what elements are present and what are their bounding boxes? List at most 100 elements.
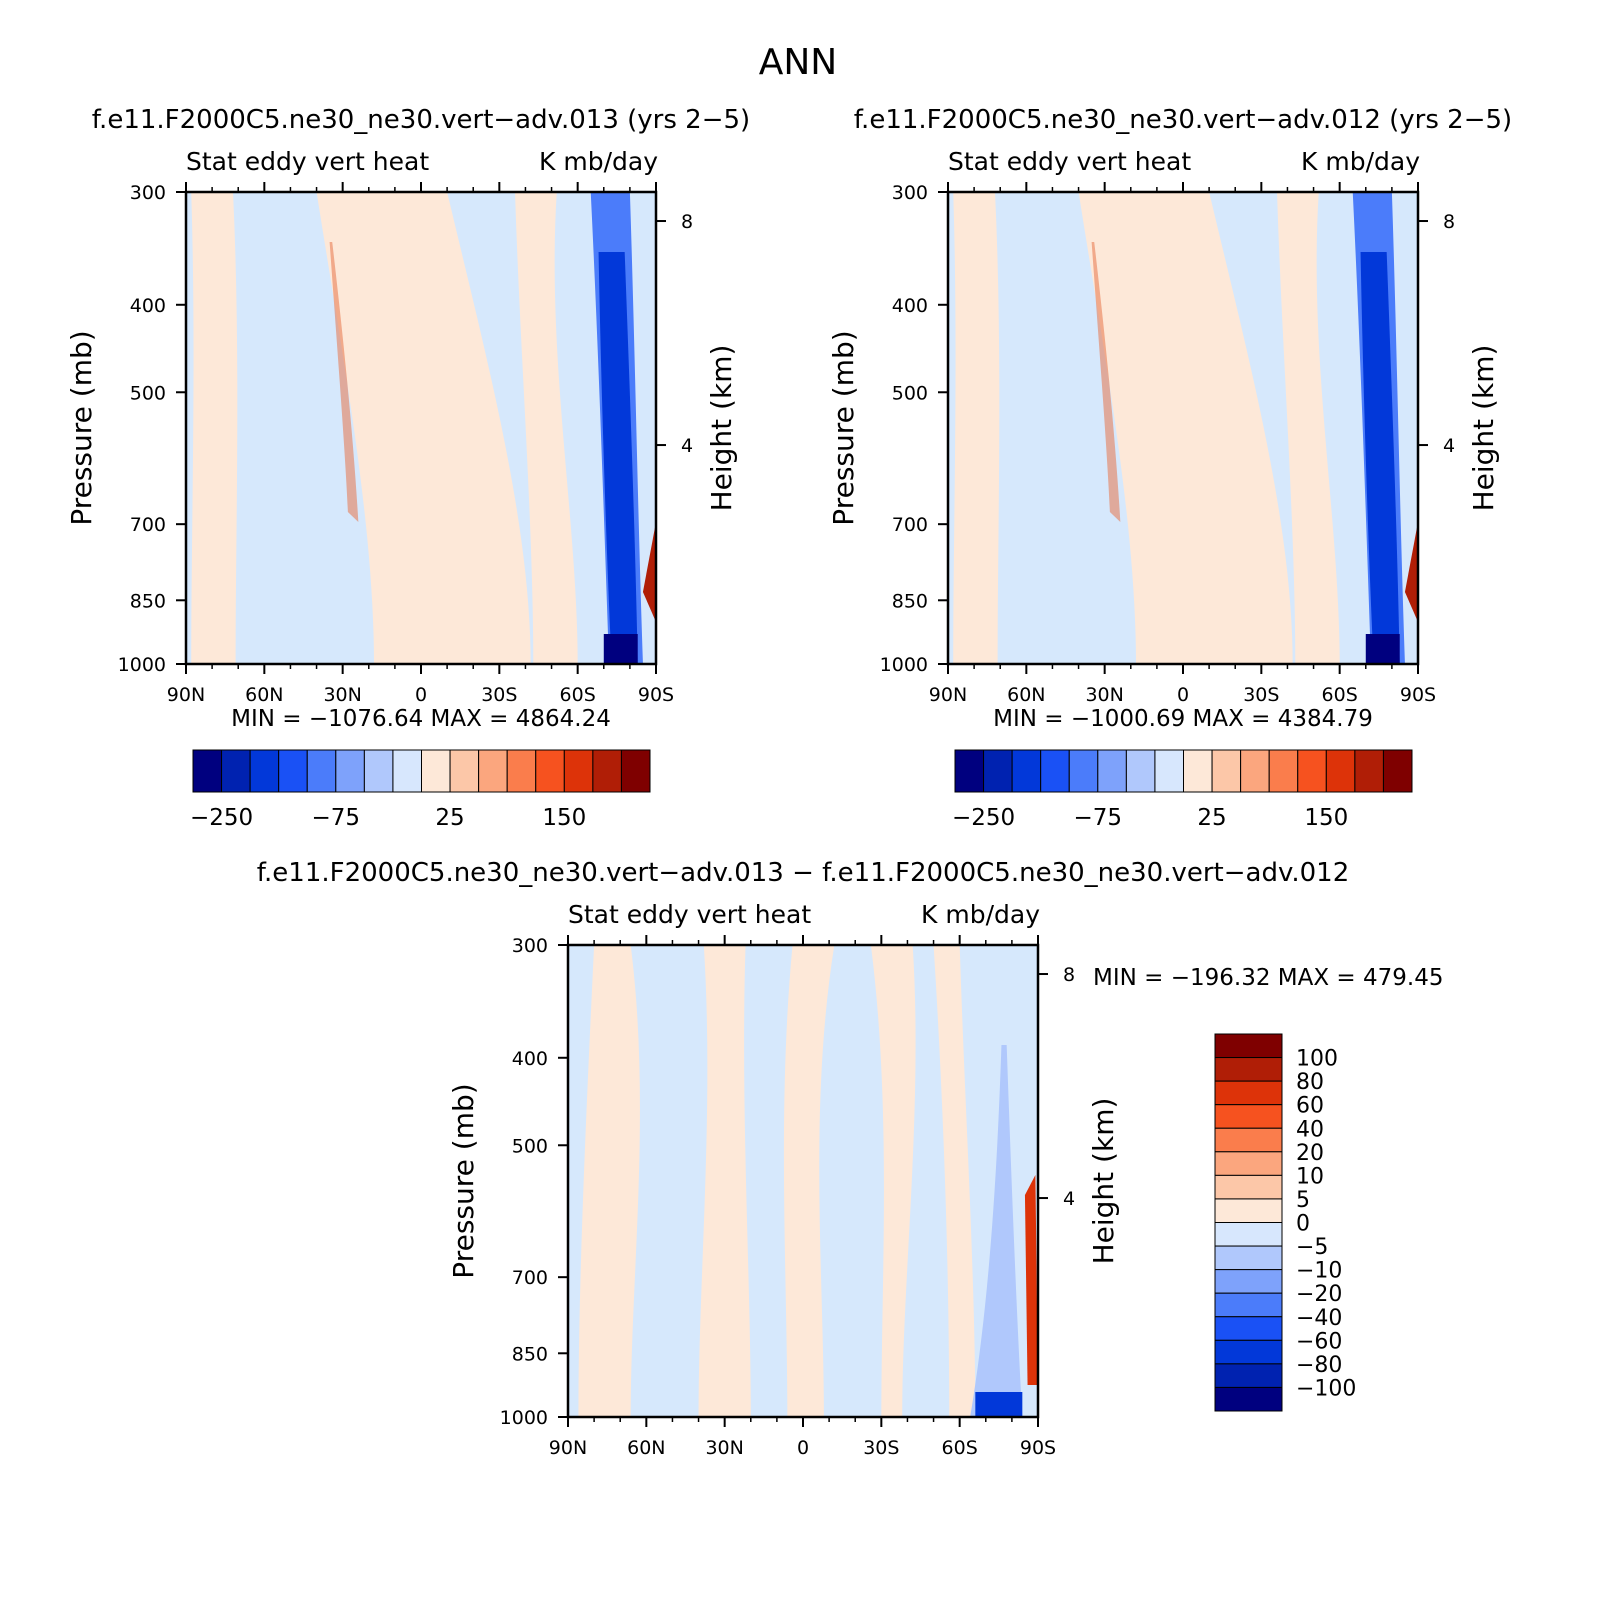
colorbar-label: 25 — [435, 805, 464, 831]
y-tick-label: 500 — [512, 1135, 548, 1157]
y-axis-label: Pressure (mb) — [827, 330, 860, 525]
contour-band-positive — [933, 945, 976, 1417]
colorbar-swatch — [506, 749, 537, 793]
y-tick-label: 500 — [130, 382, 166, 404]
panel-units: K mb/day — [539, 147, 658, 176]
y-right-tick-label: 4 — [1443, 435, 1455, 457]
colorbar-label: 0 — [1296, 1212, 1310, 1237]
chart-panel-2: f.e11.F2000C5.ne30_ne30.vert−adv.012 (yr… — [827, 105, 1512, 831]
colorbar-swatch — [1183, 749, 1213, 793]
colorbar-swatch — [1268, 749, 1299, 793]
x-tick-label: 90N — [929, 684, 967, 706]
y-tick-label: 300 — [512, 935, 548, 957]
panel-units: K mb/day — [921, 900, 1040, 929]
contour-band-positive — [191, 192, 238, 664]
panels: f.e11.F2000C5.ne30_ne30.vert−adv.013 (yr… — [65, 105, 1512, 1459]
colorbar-label: 40 — [1296, 1117, 1324, 1142]
x-tick-label: 90N — [167, 684, 205, 706]
contour-field — [948, 192, 1418, 664]
panel-subtitle-left: Stat eddy vert heat — [186, 147, 429, 176]
panel-subtitle-left: Stat eddy vert heat — [568, 900, 811, 929]
y-tick-label: 300 — [130, 182, 166, 204]
colorbar-label: 60 — [1296, 1094, 1324, 1119]
x-tick-label: 30N — [1085, 684, 1123, 706]
x-tick-label: 30S — [863, 1437, 899, 1459]
colorbar-label: −80 — [1296, 1353, 1342, 1378]
min-max-stats: MIN = −1076.64 MAX = 4864.24 — [231, 706, 611, 732]
colorbar-swatch — [1214, 1363, 1283, 1388]
min-max-stats: MIN = −196.32 MAX = 479.45 — [1093, 965, 1444, 991]
y-right-tick-label: 8 — [1443, 211, 1455, 233]
y-tick-label: 1000 — [500, 1407, 548, 1429]
y-right-axis-label: Height (km) — [1467, 345, 1500, 512]
x-tick-label: 90S — [1020, 1437, 1056, 1459]
x-tick-label: 90S — [1400, 684, 1436, 706]
x-tick-label: 30N — [323, 684, 361, 706]
y-tick-label: 850 — [512, 1343, 548, 1365]
colorbar-swatch — [1040, 749, 1070, 793]
x-tick-label: 60N — [245, 684, 283, 706]
x-tick-label: 60S — [1322, 684, 1358, 706]
x-tick-label: 30N — [705, 1437, 743, 1459]
colorbar-swatch — [1214, 1245, 1283, 1271]
colorbar-swatch — [1382, 749, 1413, 793]
y-right-tick-label: 4 — [1063, 1188, 1075, 1210]
colorbar-swatch — [1325, 749, 1356, 793]
contour-band-positive — [1078, 192, 1293, 664]
colorbar-swatch — [392, 749, 422, 793]
contour-hot-edge — [1024, 1175, 1038, 1385]
colorbar-label: −5 — [1296, 1235, 1328, 1260]
x-tick-label: 60S — [942, 1437, 978, 1459]
panel-title: f.e11.F2000C5.ne30_ne30.vert−adv.013 − f… — [257, 858, 1349, 888]
x-tick-label: 0 — [797, 1437, 809, 1459]
contour-cold-core — [598, 252, 638, 664]
contour-cold-max — [1365, 634, 1400, 664]
colorbar-swatch — [1297, 749, 1327, 793]
colorbar-swatch — [1214, 1104, 1283, 1129]
contour-band-positive — [783, 945, 835, 1417]
colorbar-swatch — [954, 749, 985, 793]
contour-field — [186, 192, 656, 664]
x-tick-label: 0 — [1177, 684, 1189, 706]
panel-units: K mb/day — [1301, 147, 1420, 176]
colorbar-swatch — [1068, 749, 1099, 793]
colorbar-label: −250 — [952, 805, 1015, 831]
colorbar-label: −250 — [190, 805, 253, 831]
y-tick-label: 400 — [892, 295, 928, 317]
colorbar-label: −75 — [312, 805, 361, 831]
colorbar-swatch — [335, 749, 365, 793]
colorbar-swatch — [1214, 1292, 1283, 1318]
y-tick-label: 850 — [892, 590, 928, 612]
colorbar-label: 100 — [1296, 1047, 1338, 1072]
colorbar-swatch — [221, 749, 251, 793]
contour-warm-core — [329, 242, 359, 522]
colorbar-label: 150 — [542, 805, 586, 831]
contour-cold-max — [603, 634, 638, 664]
y-right-axis-label: Height (km) — [705, 345, 738, 512]
contour-band-positive — [578, 945, 640, 1417]
y-tick-label: 500 — [892, 382, 928, 404]
y-right-axis-label: Height (km) — [1087, 1098, 1120, 1265]
panel-title: f.e11.F2000C5.ne30_ne30.vert−adv.013 (yr… — [92, 105, 750, 135]
x-tick-label: 90N — [549, 1437, 587, 1459]
panel-title: f.e11.F2000C5.ne30_ne30.vert−adv.012 (yr… — [854, 105, 1512, 135]
colorbar-swatch — [421, 749, 451, 793]
contour-band-positive — [870, 945, 916, 1417]
y-tick-label: 400 — [512, 1048, 548, 1070]
colorbar-swatch — [1214, 1080, 1283, 1106]
contour-cold-outer — [970, 1045, 1023, 1417]
colorbar-swatch — [1214, 1222, 1283, 1247]
contour-field — [568, 945, 1038, 1417]
colorbar-swatch — [620, 749, 651, 793]
colorbar-swatch — [1125, 749, 1156, 793]
y-tick-label: 700 — [892, 514, 928, 536]
colorbar-swatch — [592, 749, 622, 793]
min-max-stats: MIN = −1000.69 MAX = 4384.79 — [993, 706, 1373, 732]
y-axis-label: Pressure (mb) — [447, 1083, 480, 1278]
colorbar-label: 80 — [1296, 1070, 1324, 1095]
colorbar-swatch — [249, 749, 280, 793]
colorbar-label: 20 — [1296, 1141, 1324, 1166]
colorbar-swatch — [1154, 749, 1184, 793]
y-tick-label: 1000 — [118, 654, 166, 676]
